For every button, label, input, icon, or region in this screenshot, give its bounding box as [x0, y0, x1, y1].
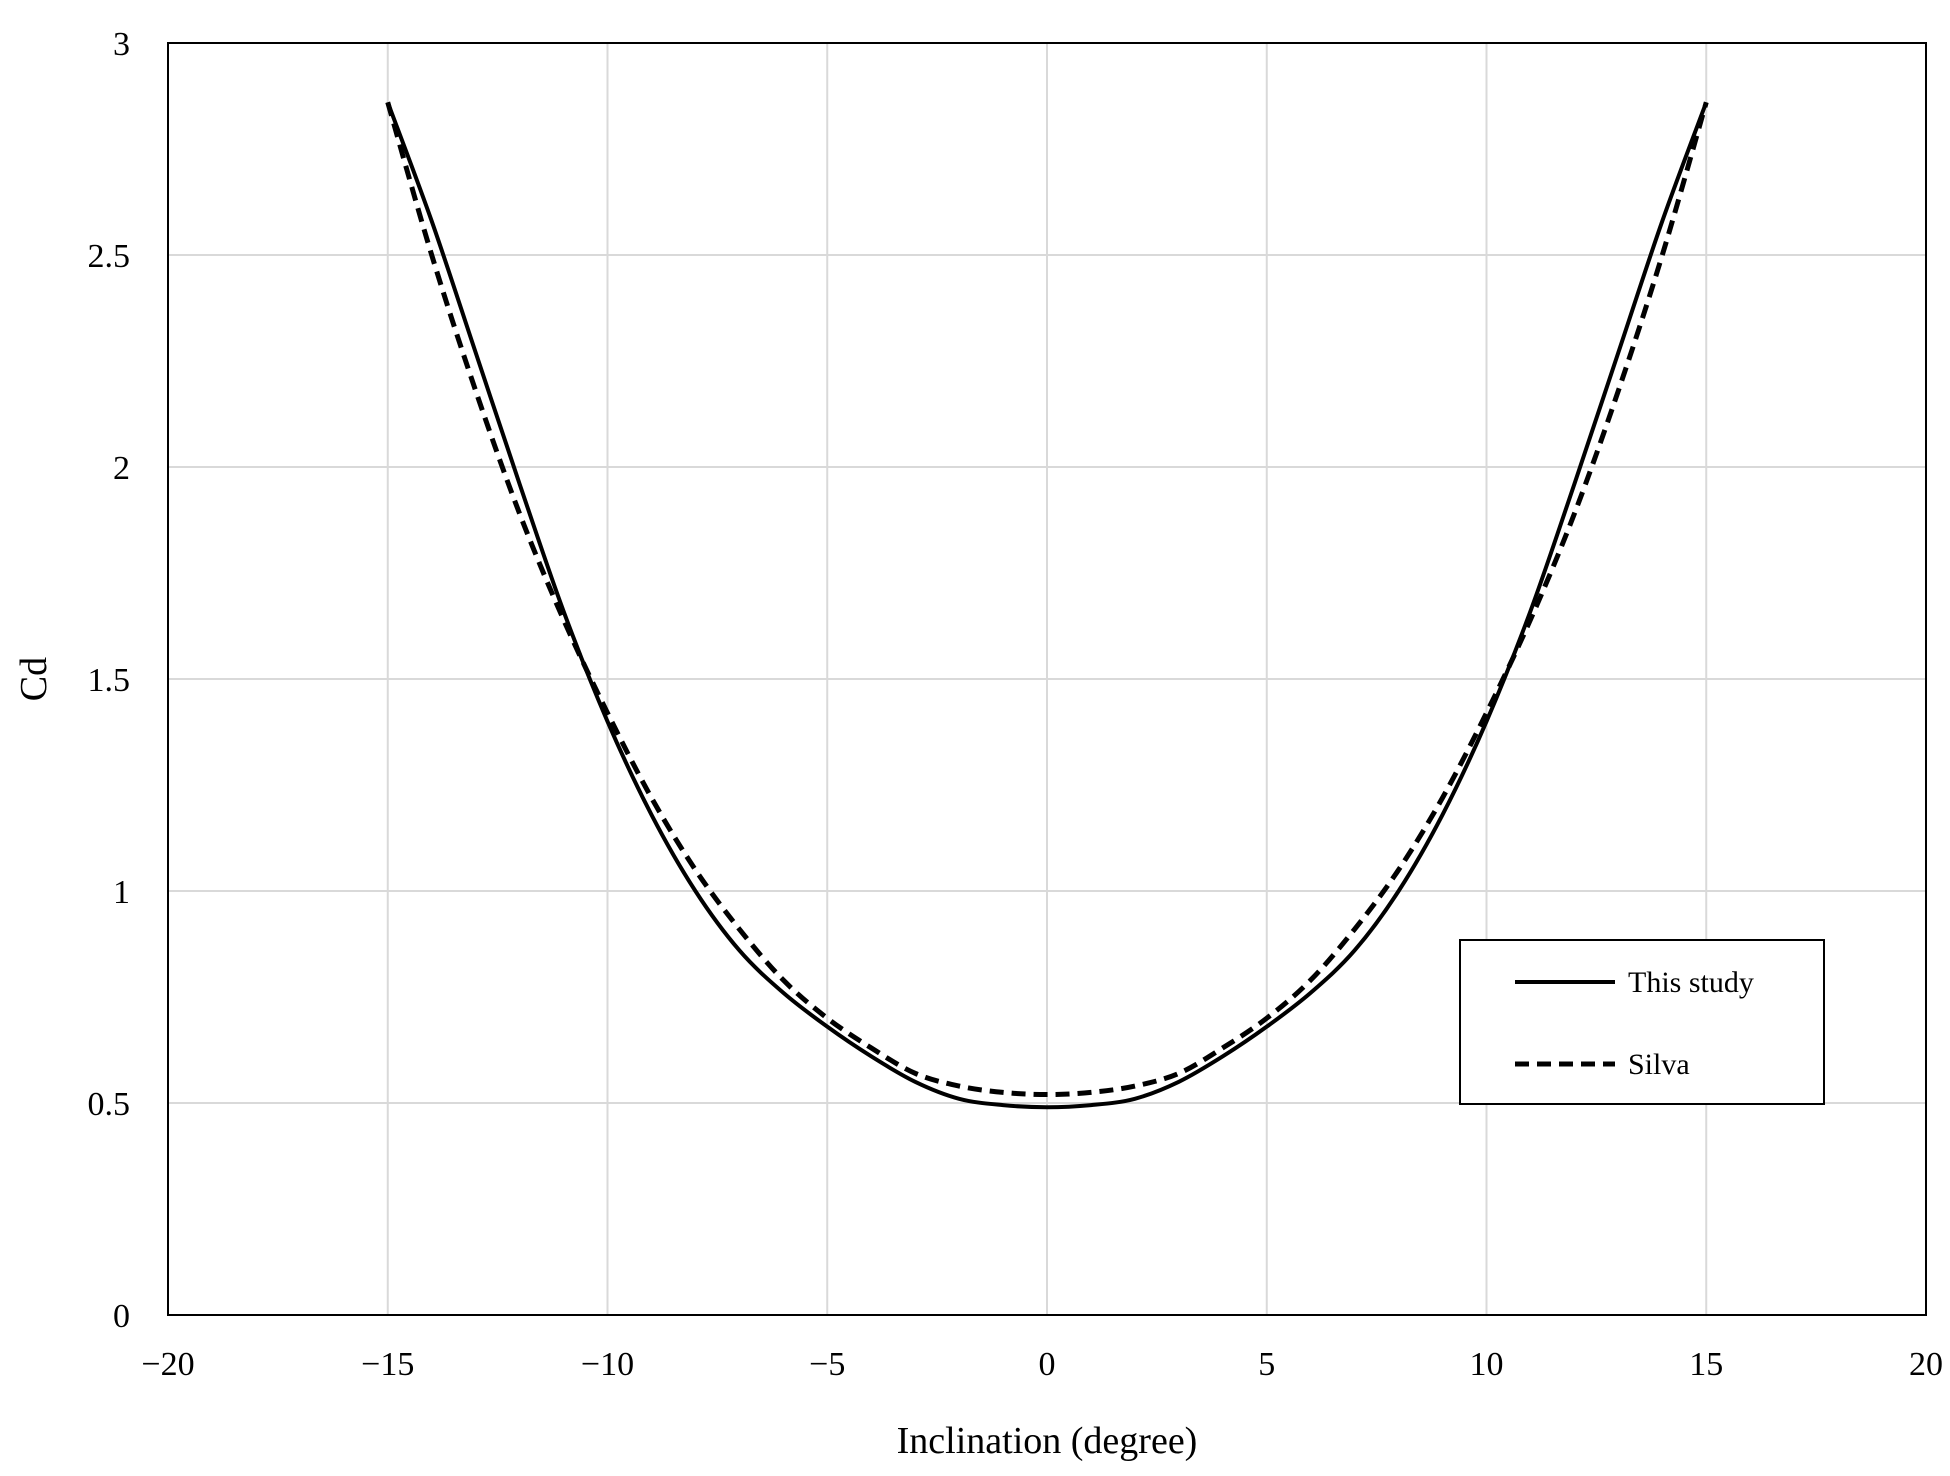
x-tick-label: 20 — [1909, 1346, 1943, 1383]
legend-label-this-study: This study — [1628, 966, 1754, 999]
y-tick-label: 2.5 — [88, 238, 131, 275]
x-tick-label: 15 — [1689, 1346, 1723, 1383]
x-tick-labels: −20 −15 −10 −5 0 5 10 15 20 — [141, 1346, 1943, 1383]
x-tick-label: −20 — [141, 1346, 194, 1383]
legend: This study Silva — [1459, 939, 1825, 1105]
series-layer — [385, 101, 1709, 1110]
legend-box — [1459, 939, 1825, 1105]
x-tick-label: −10 — [581, 1346, 634, 1383]
y-tick-label: 1.5 — [88, 662, 131, 699]
y-tick-label: 3 — [113, 26, 130, 63]
y-tick-label: 1 — [113, 874, 130, 911]
x-tick-label: 0 — [1039, 1346, 1056, 1383]
x-tick-label: 10 — [1470, 1346, 1504, 1383]
x-axis-title: Inclination (degree) — [897, 1420, 1198, 1462]
series-line-silva — [385, 101, 1709, 1098]
plot-area-frame — [167, 42, 1927, 1316]
x-tick-label: −5 — [809, 1346, 845, 1383]
x-tick-label: −15 — [361, 1346, 414, 1383]
y-tick-label: 0 — [113, 1298, 130, 1335]
series-line-this-study — [385, 101, 1709, 1110]
y-tick-label: 0.5 — [88, 1086, 131, 1123]
y-tick-label: 2 — [113, 450, 130, 487]
y-tick-labels: 0 0.5 1 1.5 2 2.5 3 — [88, 26, 131, 1335]
x-tick-label: 5 — [1258, 1346, 1275, 1383]
y-axis-title: Cd — [13, 657, 55, 701]
legend-label-silva: Silva — [1628, 1048, 1690, 1081]
